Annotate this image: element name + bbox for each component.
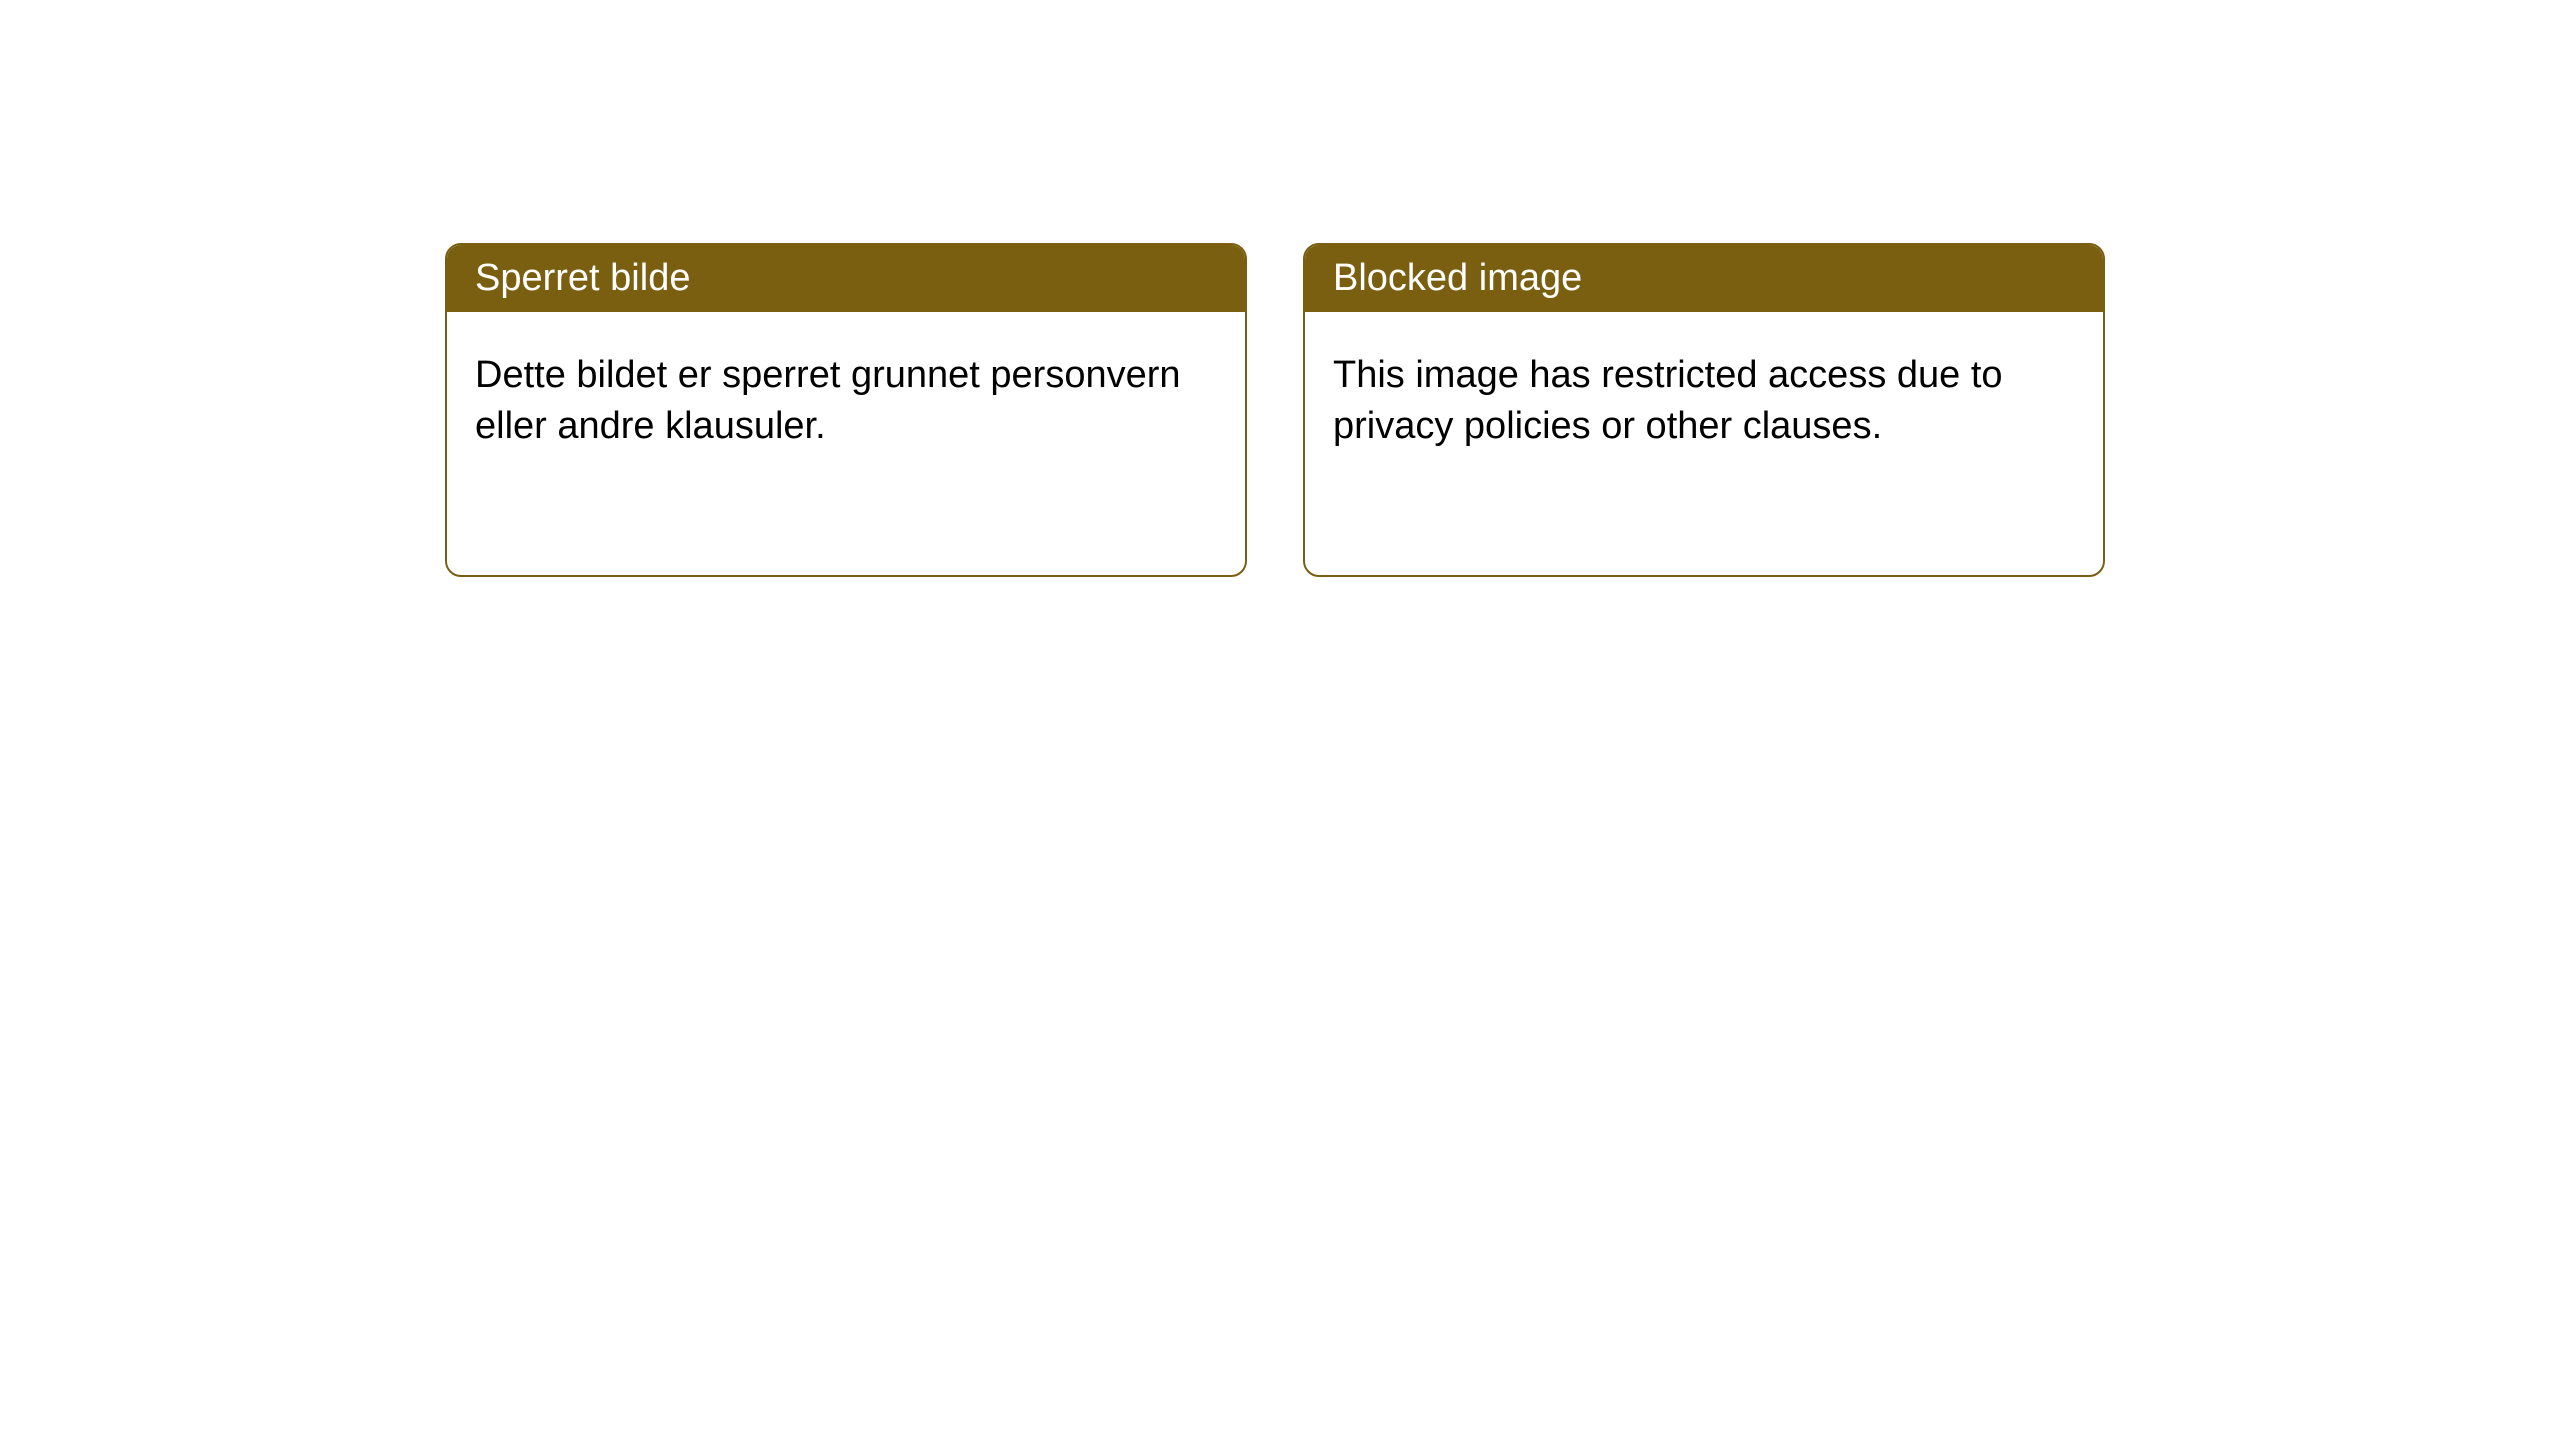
notice-card-english: Blocked image This image has restricted … <box>1303 243 2105 577</box>
notice-container: Sperret bilde Dette bildet er sperret gr… <box>0 0 2560 577</box>
notice-card-norwegian: Sperret bilde Dette bildet er sperret gr… <box>445 243 1247 577</box>
card-header-english: Blocked image <box>1305 245 2103 312</box>
card-body-english: This image has restricted access due to … <box>1305 312 2103 481</box>
card-header-norwegian: Sperret bilde <box>447 245 1245 312</box>
card-body-norwegian: Dette bildet er sperret grunnet personve… <box>447 312 1245 481</box>
